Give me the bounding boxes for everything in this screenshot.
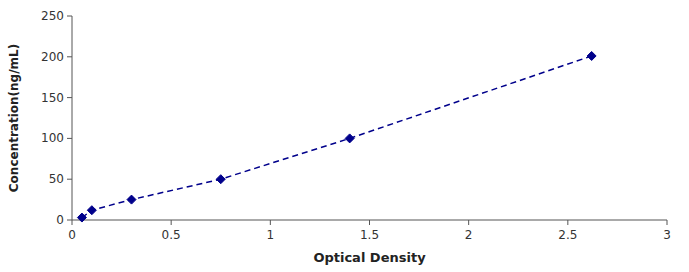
y-tick-label: 100 — [41, 131, 64, 145]
x-axis-label: Optical Density — [313, 250, 426, 265]
data-point — [127, 195, 136, 204]
chart-svg: 0 0.5 1 1.5 2 2.5 3 0 50 100 150 200 250 Optical Dens… — [0, 0, 689, 272]
y-tick — [67, 179, 72, 180]
x-tick-label: 1 — [267, 228, 275, 242]
y-tick-label: 150 — [41, 91, 64, 105]
data-point — [345, 134, 354, 143]
x-tick-label: 2.5 — [558, 228, 577, 242]
y-tick — [67, 97, 72, 98]
y-tick — [67, 16, 72, 17]
data-point — [77, 213, 86, 222]
x-tick — [667, 220, 668, 225]
y-tick-label: 50 — [49, 172, 64, 186]
plot-area — [77, 51, 596, 222]
x-tick — [567, 220, 568, 225]
y-tick-label: 250 — [41, 9, 64, 23]
x-tick-label: 2 — [465, 228, 473, 242]
y-tick — [67, 56, 72, 57]
x-tick — [369, 220, 370, 225]
y-axis-line — [72, 16, 73, 220]
y-tick-label: 0 — [56, 213, 64, 227]
x-tick-label: 3 — [663, 228, 671, 242]
y-tick — [67, 220, 72, 221]
x-tick-label: 0 — [68, 228, 76, 242]
chart-container: 0 0.5 1 1.5 2 2.5 3 0 50 100 150 200 250 Optical Dens… — [0, 0, 689, 272]
data-point — [587, 51, 596, 60]
x-tick — [72, 220, 73, 225]
data-point — [216, 175, 225, 184]
x-tick-label: 0.5 — [162, 228, 181, 242]
x-tick — [171, 220, 172, 225]
x-tick-label: 1.5 — [360, 228, 379, 242]
y-tick-label: 200 — [41, 50, 64, 64]
data-line — [82, 56, 592, 218]
y-axis-label: Concentration(ng/mL) — [7, 44, 21, 192]
y-tick — [67, 138, 72, 139]
x-tick — [468, 220, 469, 225]
data-point — [87, 206, 96, 215]
x-tick — [270, 220, 271, 225]
